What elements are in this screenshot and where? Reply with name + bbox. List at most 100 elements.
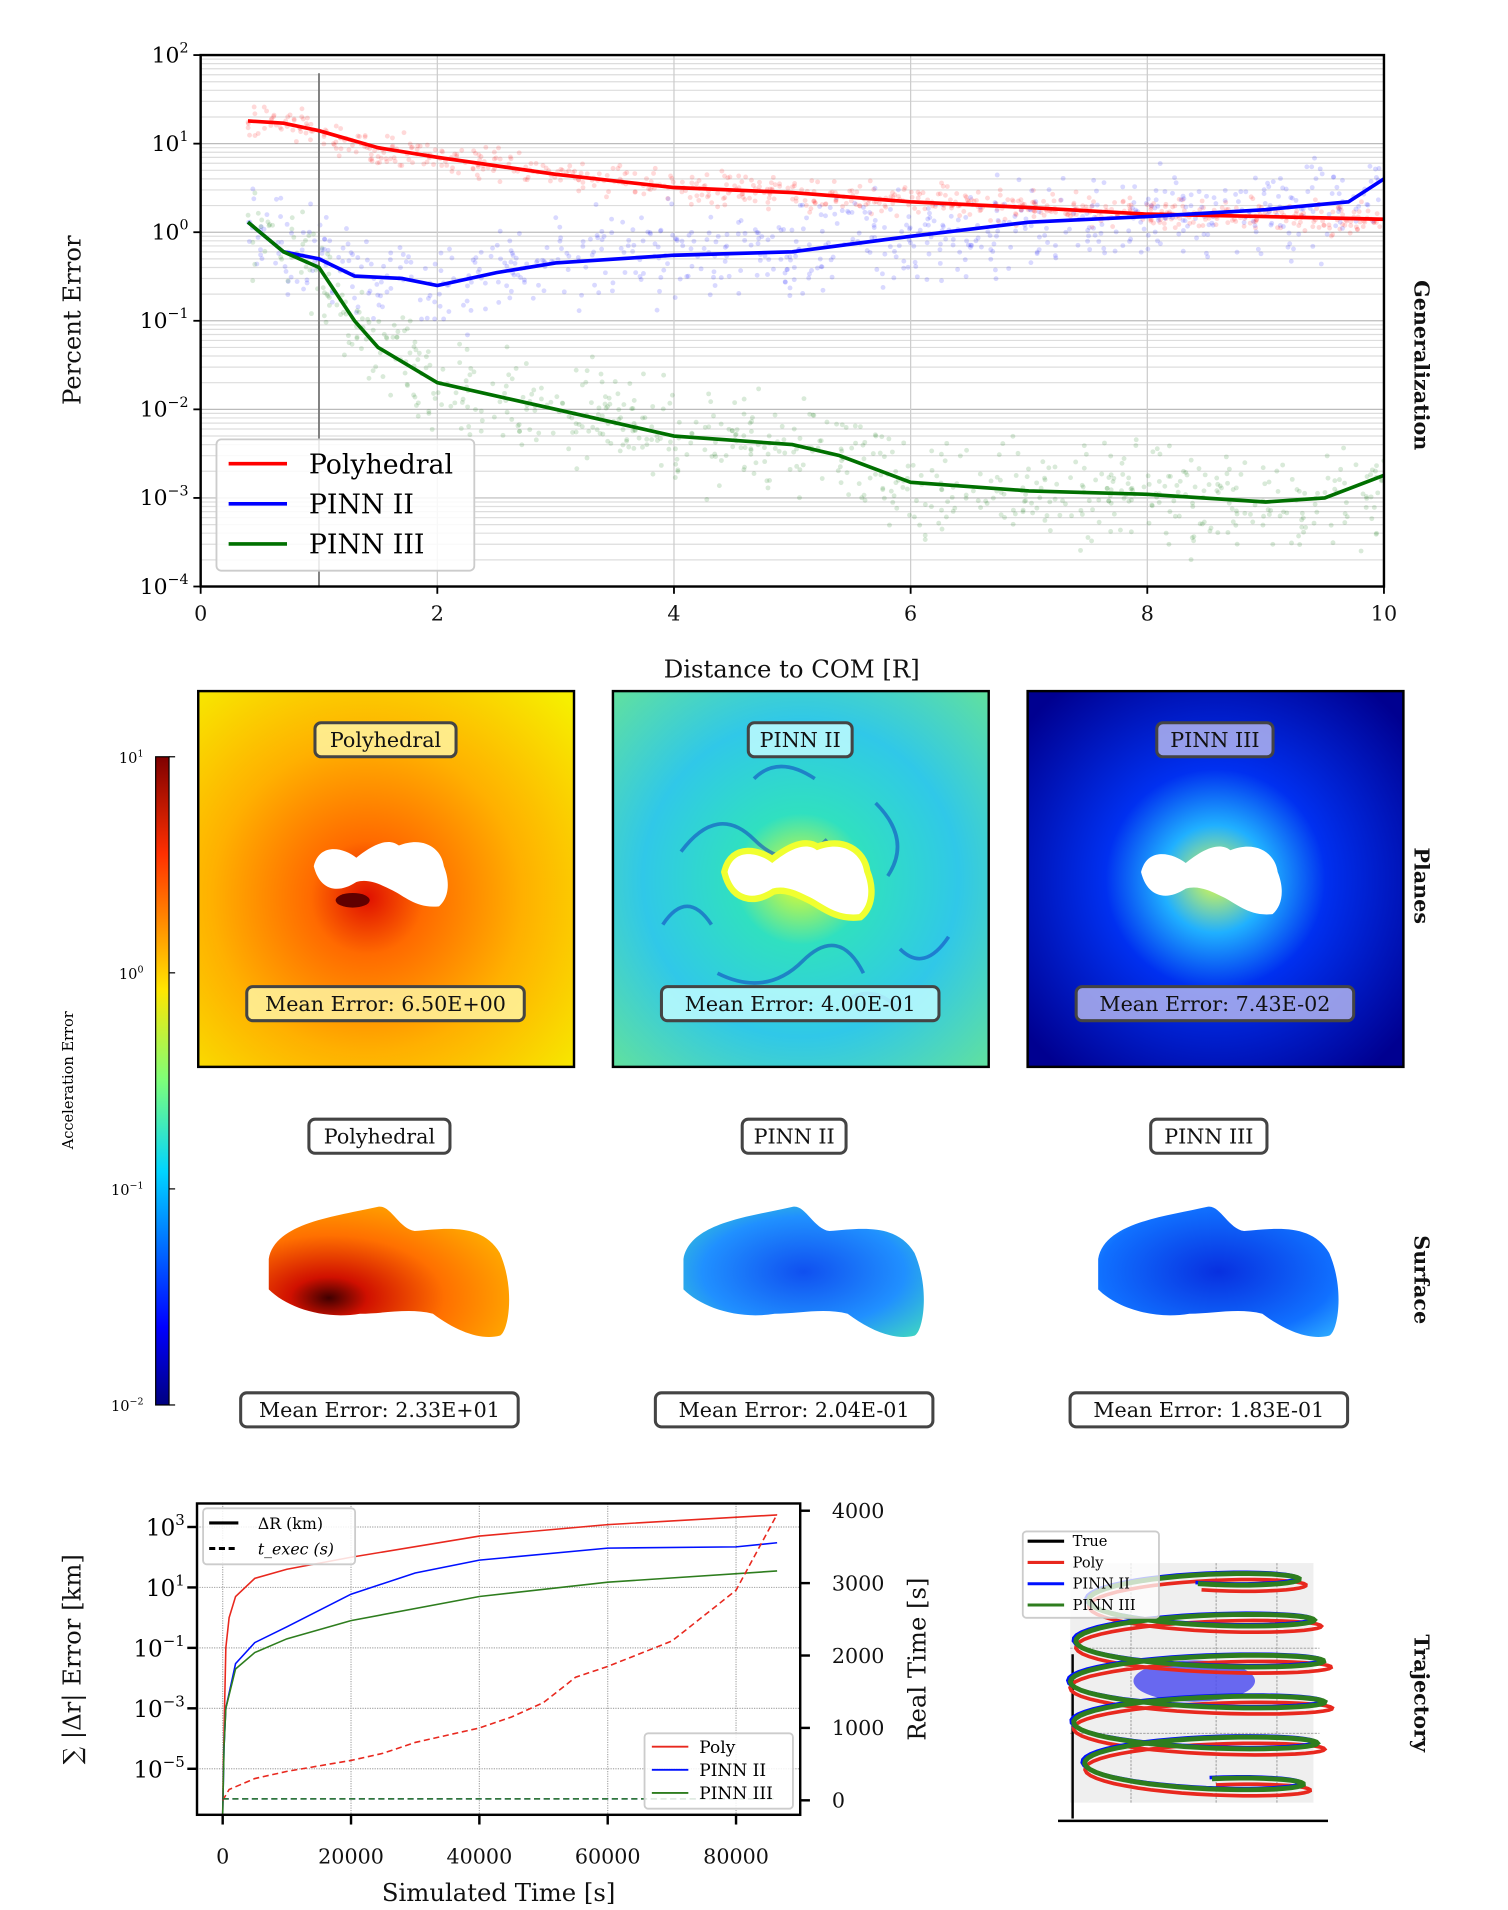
scatter-point: [1138, 249, 1144, 255]
scatter-point: [1333, 223, 1339, 229]
colorbar-tick-label: 10−2: [111, 1396, 144, 1415]
scatter-point: [504, 263, 510, 269]
scatter-point: [574, 466, 580, 472]
scatter-point: [1013, 211, 1019, 217]
scatter-point: [757, 184, 762, 190]
scatter-point: [1029, 188, 1035, 194]
scatter-point: [800, 226, 806, 232]
scatter-point: [432, 396, 438, 401]
scatter-point: [506, 372, 512, 378]
scatter-point: [857, 424, 863, 430]
scatter-point: [708, 214, 714, 220]
surface-title-box: [1149, 1117, 1269, 1155]
scatter-point: [1034, 480, 1040, 486]
scatter-point: [1171, 498, 1177, 504]
scatter-point: [1229, 506, 1235, 512]
scatter-point: [1015, 450, 1021, 456]
scatter-point: [1261, 191, 1267, 197]
scatter-point: [345, 241, 351, 247]
scatter-point: [924, 240, 930, 246]
scatter-point: [1110, 479, 1116, 484]
scatter-point: [911, 243, 917, 249]
scatter-point: [968, 195, 974, 200]
scatter-point: [1145, 196, 1151, 202]
y-tick-label: 10−1: [140, 306, 189, 334]
y-axis-label: Percent Error: [57, 235, 86, 405]
scatter-point: [696, 178, 702, 184]
scatter-point: [636, 435, 642, 441]
plane-mean-error: Mean Error: 4.00E-01: [685, 992, 916, 1016]
scatter-point: [363, 239, 369, 245]
scatter-point: [665, 261, 670, 267]
scatter-point: [1006, 266, 1012, 271]
scatter-point: [1188, 192, 1194, 198]
scatter-point: [1091, 225, 1096, 231]
scatter-point: [399, 163, 405, 168]
scatter-point: [1287, 241, 1293, 247]
scatter-point: [569, 415, 575, 421]
scatter-point: [1128, 202, 1134, 208]
scatter-point: [839, 422, 845, 428]
scatter-point: [823, 213, 828, 219]
scatter-point: [407, 350, 413, 356]
scatter-point: [1079, 511, 1085, 517]
scatter-point: [1337, 477, 1342, 483]
scatter-point: [804, 215, 809, 221]
scatter-point: [1279, 209, 1285, 215]
scatter-point: [458, 426, 464, 431]
scatter-point: [368, 261, 374, 267]
surface-mean-error-box: [1068, 1391, 1350, 1429]
scatter-point: [861, 205, 866, 210]
scatter-point: [446, 309, 452, 314]
scatter-point: [1176, 196, 1182, 202]
scatter-point: [261, 226, 267, 232]
scatter-point: [939, 526, 945, 532]
scatter-point: [1365, 202, 1371, 208]
scatter-point: [890, 194, 896, 200]
scatter-point: [622, 171, 628, 177]
scatter-point: [988, 218, 993, 224]
scatter-point: [849, 209, 855, 215]
scatter-point: [712, 283, 718, 288]
scatter-point: [762, 459, 768, 465]
scatter-point: [1321, 223, 1327, 228]
scatter-point: [702, 183, 708, 188]
scatter-point: [397, 162, 403, 168]
scatter-point: [862, 439, 868, 445]
scatter-point: [1274, 468, 1280, 474]
scatter-point: [689, 263, 695, 269]
scatter-point: [1180, 248, 1186, 254]
scatter-point: [839, 448, 845, 454]
scatter-point: [1151, 220, 1156, 226]
scatter-point: [1283, 218, 1289, 224]
scatter-point: [584, 368, 590, 374]
scatter-point: [1101, 180, 1107, 186]
trajectory-pinn-iii: [1067, 1571, 1328, 1793]
scatter-point: [949, 205, 954, 211]
scatter-point: [736, 219, 741, 225]
scatter-point: [669, 392, 675, 398]
scatter-point: [799, 187, 805, 193]
scatter-point: [380, 304, 385, 310]
scatter-point: [711, 274, 716, 280]
scatter-point: [1293, 197, 1299, 203]
scatter-point: [644, 176, 649, 182]
scatter-point: [1270, 541, 1276, 547]
scatter-point: [990, 495, 996, 501]
scatter-point: [882, 225, 887, 230]
scatter-point: [871, 199, 877, 205]
scatter-point: [1167, 474, 1173, 479]
scatter-point: [799, 202, 805, 208]
scatter-point: [1099, 222, 1105, 227]
scatter-point: [718, 275, 724, 281]
scatter-point: [1126, 475, 1132, 481]
scatter-point: [1079, 482, 1085, 488]
scatter-point: [1038, 485, 1044, 491]
scatter-point: [1337, 204, 1343, 210]
scatter-point: [1085, 535, 1091, 540]
scatter-point: [252, 133, 258, 139]
scatter-point: [772, 446, 778, 451]
scatter-point: [1146, 520, 1152, 526]
surface-mean-error: Mean Error: 1.83E-01: [1093, 1398, 1324, 1422]
